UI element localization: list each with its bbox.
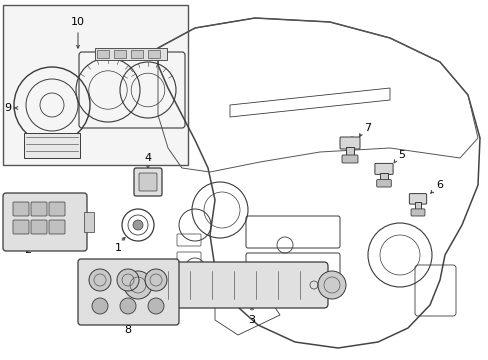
Text: 1: 1: [114, 243, 121, 253]
FancyBboxPatch shape: [139, 173, 157, 191]
Bar: [97, 50, 109, 58]
Circle shape: [148, 298, 163, 314]
FancyBboxPatch shape: [134, 168, 162, 196]
Circle shape: [120, 298, 136, 314]
FancyBboxPatch shape: [49, 220, 65, 234]
Text: 10: 10: [71, 17, 85, 27]
FancyBboxPatch shape: [31, 220, 47, 234]
Circle shape: [317, 271, 346, 299]
Bar: [24, 133, 80, 158]
Bar: [380, 172, 387, 181]
FancyBboxPatch shape: [49, 202, 65, 216]
Bar: [346, 147, 353, 157]
Bar: [131, 50, 142, 58]
Circle shape: [133, 220, 142, 230]
Text: 5: 5: [398, 150, 405, 160]
Text: 3: 3: [248, 315, 255, 325]
Bar: [414, 202, 421, 211]
Bar: [3, 5, 187, 165]
FancyBboxPatch shape: [408, 194, 426, 204]
Circle shape: [89, 269, 111, 291]
Text: 6: 6: [436, 180, 443, 190]
FancyBboxPatch shape: [31, 202, 47, 216]
Bar: [114, 50, 126, 58]
FancyBboxPatch shape: [374, 163, 392, 174]
Circle shape: [92, 298, 108, 314]
Bar: [148, 50, 160, 58]
Circle shape: [124, 271, 152, 299]
Bar: [84, 212, 94, 232]
FancyBboxPatch shape: [376, 180, 390, 187]
Bar: [95, 48, 167, 60]
FancyBboxPatch shape: [13, 202, 29, 216]
Text: 4: 4: [144, 153, 151, 163]
FancyBboxPatch shape: [78, 259, 179, 325]
FancyBboxPatch shape: [13, 220, 29, 234]
FancyBboxPatch shape: [339, 137, 359, 149]
Text: 7: 7: [364, 123, 371, 133]
Bar: [10, 5, 94, 133]
Text: 2: 2: [24, 245, 32, 255]
Text: 9: 9: [4, 103, 12, 113]
FancyBboxPatch shape: [142, 262, 327, 308]
Circle shape: [145, 269, 167, 291]
FancyBboxPatch shape: [341, 155, 357, 163]
FancyBboxPatch shape: [410, 209, 424, 216]
FancyBboxPatch shape: [3, 193, 87, 251]
Circle shape: [117, 269, 139, 291]
Text: 8: 8: [124, 325, 131, 335]
